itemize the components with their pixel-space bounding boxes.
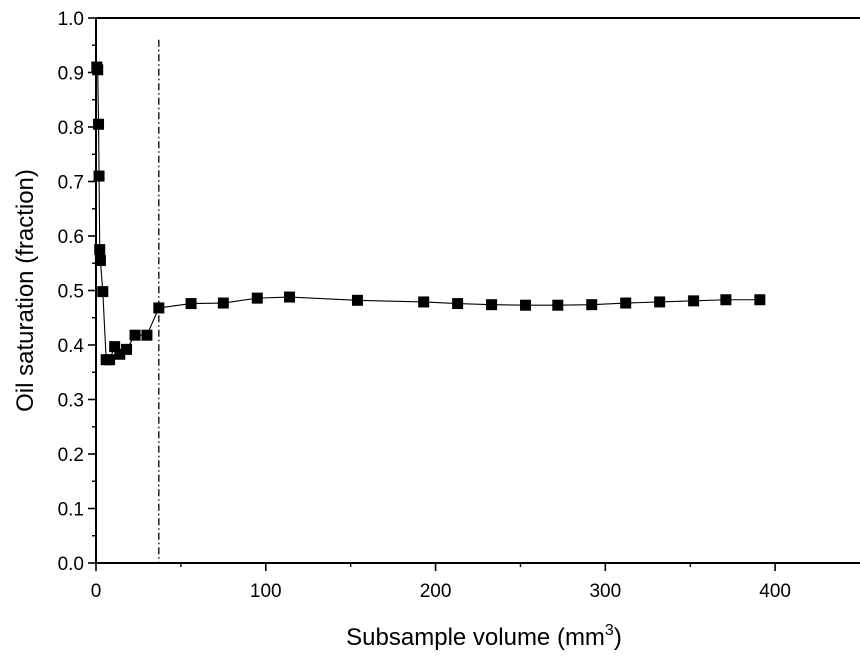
axis-labels: Subsample volume (mm3) Oil saturation (fr… (12, 169, 622, 651)
data-point (720, 294, 732, 306)
y-tick-label: 0.2 (58, 445, 84, 466)
y-tick-label: 0.7 (58, 173, 84, 194)
data-point (93, 170, 105, 182)
y-tick-label: 0.5 (58, 282, 84, 303)
y-tick-label: 1.0 (58, 9, 84, 30)
data-point (114, 348, 126, 360)
y-tick-label: 0.9 (58, 64, 84, 85)
data-point (486, 299, 498, 311)
data-point (351, 294, 363, 306)
data-point (586, 299, 598, 311)
data-point (92, 64, 104, 76)
data-point (284, 291, 296, 303)
data-point (121, 343, 133, 355)
y-tick-label: 0.0 (58, 554, 84, 575)
data-point (688, 295, 700, 307)
data-point (141, 329, 153, 341)
data-point (217, 297, 229, 309)
x-tick-label: 300 (589, 581, 621, 602)
data-point (109, 341, 121, 353)
data-point (94, 255, 106, 267)
data-point (452, 298, 464, 310)
x-tick-label: 100 (250, 581, 282, 602)
data-point (93, 118, 105, 130)
x-tick-label: 400 (759, 581, 791, 602)
y-tick-label: 0.4 (58, 336, 85, 357)
x-axis-title-superscript: 3 (605, 622, 614, 639)
data-point (251, 292, 263, 304)
data-point (94, 244, 106, 256)
data-point (754, 294, 766, 306)
data-point (654, 296, 666, 308)
x-axis-title-main: Subsample volume (mm (346, 624, 605, 651)
data-point (129, 329, 141, 341)
data-series (91, 61, 766, 366)
data-point (97, 286, 109, 298)
x-axis-title: Subsample volume (mm3) (346, 622, 622, 651)
data-point (520, 299, 532, 311)
data-point (185, 298, 197, 310)
y-tick-label: 0.3 (58, 391, 84, 412)
data-point (418, 296, 430, 308)
y-tick-label: 0.1 (58, 500, 84, 521)
data-point (104, 354, 116, 366)
axes: 0.0 0.1 0.2 0.3 0.4 0.5 0.6 0.7 0.8 0.9 1.0 0 100 200… (58, 9, 860, 602)
data-point (552, 299, 564, 311)
x-tick-label: 200 (420, 581, 452, 602)
x-tick-label: 0 (91, 581, 102, 602)
data-point (620, 297, 632, 309)
series-line (96, 66, 760, 361)
data-point (153, 302, 165, 314)
x-axis-title-suffix: ) (614, 624, 622, 651)
y-tick-label: 0.8 (58, 118, 84, 139)
y-tick-label: 0.6 (58, 227, 84, 248)
y-axis-title: Oil saturation (fraction) (12, 169, 39, 412)
